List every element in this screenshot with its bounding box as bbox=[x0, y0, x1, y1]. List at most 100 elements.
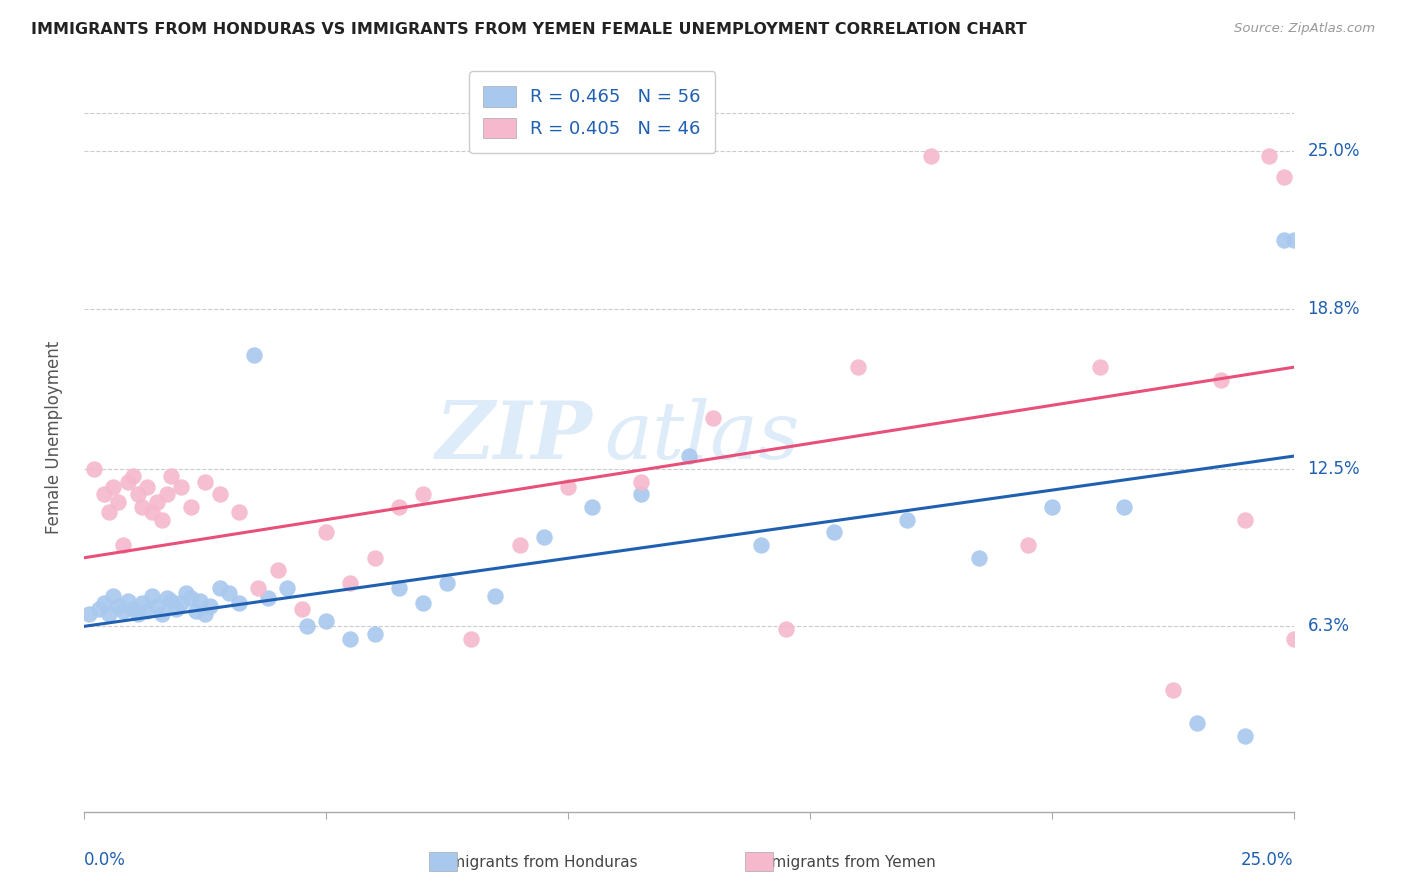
Point bbox=[484, 589, 506, 603]
Point bbox=[155, 487, 177, 501]
Y-axis label: Female Unemployment: Female Unemployment bbox=[45, 341, 63, 533]
Point bbox=[208, 581, 231, 595]
Point bbox=[83, 462, 105, 476]
Point bbox=[131, 597, 153, 611]
Point bbox=[146, 599, 169, 613]
Point bbox=[136, 480, 159, 494]
Point bbox=[146, 495, 169, 509]
Text: IMMIGRANTS FROM HONDURAS VS IMMIGRANTS FROM YEMEN FEMALE UNEMPLOYMENT CORRELATIO: IMMIGRANTS FROM HONDURAS VS IMMIGRANTS F… bbox=[31, 22, 1026, 37]
Point bbox=[315, 614, 337, 628]
Point bbox=[184, 604, 207, 618]
Text: 6.3%: 6.3% bbox=[1308, 617, 1350, 635]
Point bbox=[291, 601, 314, 615]
Point bbox=[112, 604, 135, 618]
Point bbox=[107, 599, 129, 613]
Point bbox=[93, 487, 115, 501]
Point bbox=[388, 581, 411, 595]
Point bbox=[77, 607, 100, 621]
Point bbox=[363, 550, 385, 565]
Point bbox=[896, 513, 918, 527]
Point bbox=[247, 581, 270, 595]
Point bbox=[276, 581, 298, 595]
Point bbox=[170, 597, 193, 611]
Point bbox=[107, 495, 129, 509]
Point bbox=[1185, 715, 1208, 730]
Point bbox=[363, 627, 385, 641]
Point bbox=[267, 563, 290, 577]
Point bbox=[1040, 500, 1063, 514]
Point bbox=[339, 632, 361, 646]
Point bbox=[1282, 632, 1305, 646]
Point bbox=[1272, 233, 1295, 247]
Point bbox=[228, 505, 250, 519]
Point bbox=[581, 500, 603, 514]
Text: atlas: atlas bbox=[605, 399, 800, 475]
Point bbox=[160, 594, 183, 608]
Point bbox=[1088, 360, 1111, 375]
Point bbox=[436, 576, 458, 591]
Text: ZIP: ZIP bbox=[436, 399, 592, 475]
Point bbox=[117, 594, 139, 608]
Legend: R = 0.465   N = 56, R = 0.405   N = 46: R = 0.465 N = 56, R = 0.405 N = 46 bbox=[470, 71, 716, 153]
Point bbox=[1292, 424, 1315, 438]
Point bbox=[141, 589, 163, 603]
Point bbox=[1234, 513, 1257, 527]
Point bbox=[112, 538, 135, 552]
Point bbox=[93, 597, 115, 611]
Point bbox=[136, 604, 159, 618]
Point bbox=[1234, 729, 1257, 743]
Point bbox=[103, 589, 125, 603]
Point bbox=[412, 487, 434, 501]
Point bbox=[1306, 538, 1329, 552]
Point bbox=[127, 607, 149, 621]
Point bbox=[121, 469, 143, 483]
Point bbox=[1272, 169, 1295, 184]
Point bbox=[131, 500, 153, 514]
Point bbox=[388, 500, 411, 514]
Point bbox=[460, 632, 482, 646]
Point bbox=[180, 500, 202, 514]
Point bbox=[117, 475, 139, 489]
Point bbox=[87, 601, 110, 615]
Point bbox=[823, 525, 845, 540]
Point bbox=[1209, 373, 1232, 387]
Point bbox=[242, 347, 264, 361]
Text: 18.8%: 18.8% bbox=[1308, 300, 1360, 318]
Text: 25.0%: 25.0% bbox=[1308, 143, 1360, 161]
Point bbox=[103, 480, 125, 494]
Point bbox=[678, 449, 700, 463]
Point bbox=[509, 538, 531, 552]
Point bbox=[775, 622, 797, 636]
Point bbox=[218, 586, 240, 600]
Point bbox=[751, 538, 773, 552]
Point bbox=[160, 469, 183, 483]
Point bbox=[920, 149, 942, 163]
Point bbox=[967, 550, 990, 565]
Point bbox=[1292, 513, 1315, 527]
Point bbox=[155, 591, 177, 606]
Point bbox=[702, 411, 724, 425]
Text: Immigrants from Yemen: Immigrants from Yemen bbox=[752, 855, 935, 870]
Point bbox=[141, 505, 163, 519]
Point bbox=[846, 360, 869, 375]
Point bbox=[97, 505, 120, 519]
Point bbox=[97, 607, 120, 621]
Text: Source: ZipAtlas.com: Source: ZipAtlas.com bbox=[1234, 22, 1375, 36]
Point bbox=[174, 586, 197, 600]
Point bbox=[295, 619, 318, 633]
Point bbox=[127, 487, 149, 501]
Point bbox=[630, 475, 652, 489]
Point bbox=[412, 597, 434, 611]
Point bbox=[165, 601, 187, 615]
Point bbox=[180, 591, 202, 606]
Point bbox=[150, 607, 173, 621]
Text: 25.0%: 25.0% bbox=[1241, 851, 1294, 869]
Point bbox=[228, 597, 250, 611]
Point bbox=[1114, 500, 1136, 514]
Text: Immigrants from Honduras: Immigrants from Honduras bbox=[432, 855, 637, 870]
Point bbox=[533, 530, 555, 544]
Point bbox=[315, 525, 337, 540]
Point bbox=[557, 480, 579, 494]
Point bbox=[194, 607, 217, 621]
Point bbox=[1282, 233, 1305, 247]
